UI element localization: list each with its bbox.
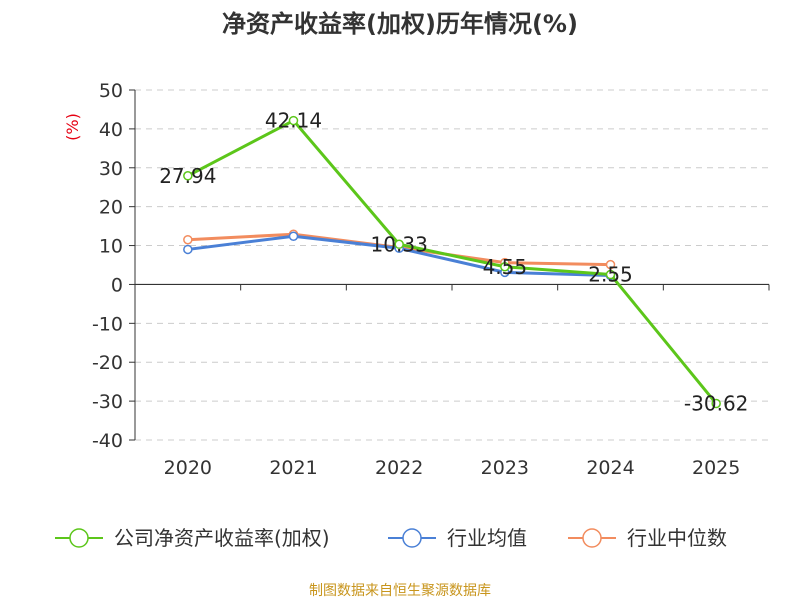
y-tick-label: -30 (92, 391, 123, 413)
data-label: -30.62 (684, 392, 748, 416)
data-point-company[interactable] (288, 115, 299, 126)
legend-marker (402, 528, 422, 548)
data-point-industry_avg[interactable] (183, 244, 193, 255)
x-tick-label: 2024 (586, 457, 634, 479)
data-label: 10.33 (371, 232, 428, 256)
x-tick-label: 2023 (481, 457, 529, 479)
y-tick-label: -10 (92, 313, 123, 335)
data-point-industry_median[interactable] (183, 234, 193, 245)
legend-label: 行业中位数 (627, 526, 727, 550)
legend-item-industry_avg[interactable]: 行业均值 (388, 526, 527, 550)
x-tick-label: 2022 (375, 457, 423, 479)
series-group (183, 115, 721, 409)
y-tick-label: 10 (99, 236, 123, 258)
data-point-company[interactable] (394, 239, 404, 250)
data-label: 4.55 (483, 255, 528, 279)
legend-marker (69, 528, 89, 548)
legend[interactable]: 公司净资产收益率(加权) 行业均值 行业中位数 (55, 526, 727, 550)
legend-item-company[interactable]: 公司净资产收益率(加权) (55, 526, 330, 550)
legend-marker (582, 528, 602, 548)
y-tick-label: -20 (92, 352, 123, 374)
y-tick-label: 30 (99, 158, 123, 180)
y-axis-label: (%) (63, 113, 82, 141)
source-note: 制图数据来自恒生聚源数据库 (309, 583, 491, 599)
data-point-industry_avg[interactable] (288, 231, 299, 241)
legend-item-industry_median[interactable]: 行业中位数 (568, 526, 727, 550)
legend-label: 行业均值 (447, 526, 527, 550)
data-point-company[interactable] (711, 398, 721, 409)
x-tick-label: 2025 (692, 457, 740, 479)
y-tick-label: 0 (111, 274, 123, 296)
grid-lines (135, 89, 769, 441)
chart-title: 净资产收益率(加权)历年情况(%) (222, 10, 578, 38)
data-labels: 27.94 42.14 10.33 4.55 2.55 -30.62 (159, 109, 748, 416)
y-tick-label: 20 (99, 197, 123, 219)
x-tick-label: 2020 (164, 457, 212, 479)
data-point-company[interactable] (500, 262, 510, 272)
series-line-company (187, 119, 718, 405)
legend-label: 公司净资产收益率(加权) (114, 526, 330, 550)
axes: 50 40 30 20 10 0 -10 -20 -30 -40 2020 2021 2022 2023 2… (92, 80, 770, 479)
data-point-company[interactable] (605, 269, 616, 280)
y-tick-label: -40 (92, 430, 123, 452)
data-label: 42.14 (265, 109, 322, 133)
y-tick-label: 40 (99, 119, 123, 141)
x-tick-label: 2021 (269, 457, 317, 479)
data-point-industry_median[interactable] (605, 259, 616, 270)
data-label: 2.55 (588, 263, 633, 287)
y-tick-label: 50 (99, 80, 123, 102)
data-label: 27.94 (159, 164, 216, 188)
data-point-company[interactable] (183, 171, 193, 181)
